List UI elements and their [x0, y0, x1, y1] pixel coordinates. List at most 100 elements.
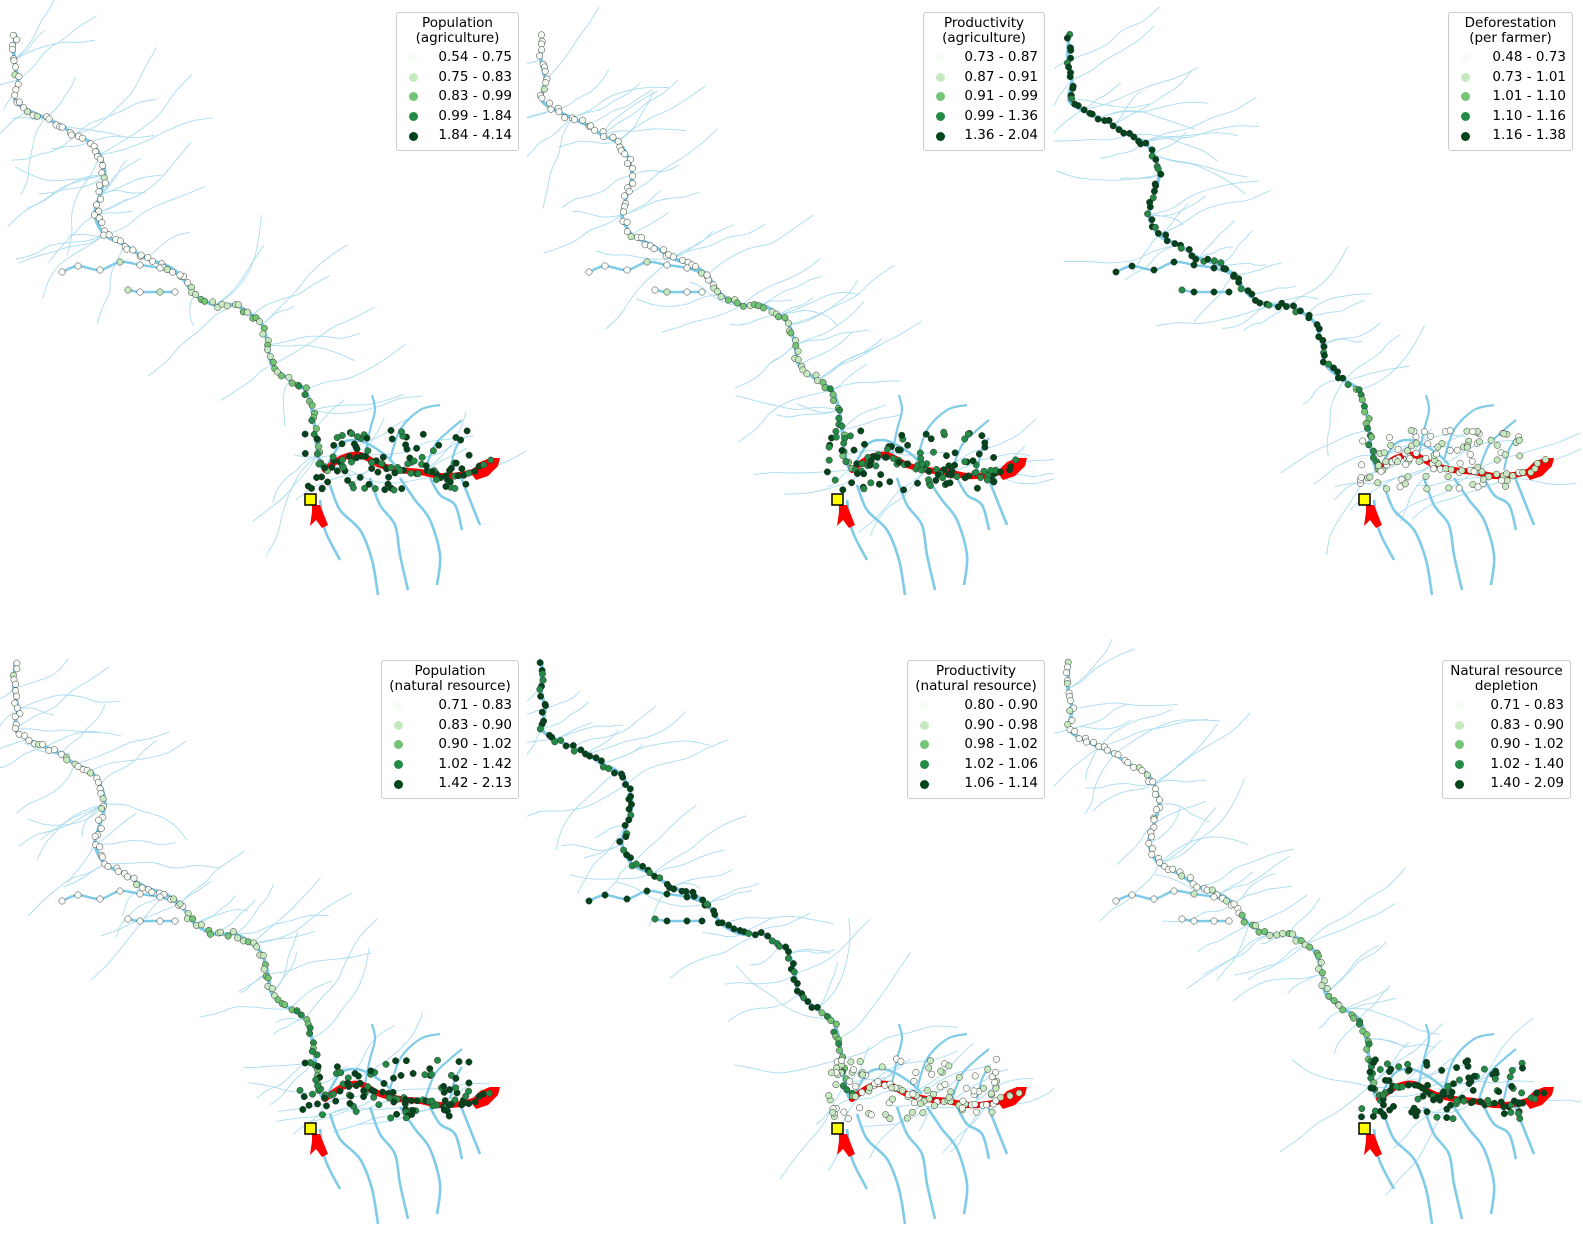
tributary-line — [89, 135, 122, 143]
settlement-point — [1154, 229, 1162, 237]
settlement-point — [487, 456, 495, 464]
settlement-point — [683, 288, 691, 296]
settlement-point — [347, 1092, 355, 1100]
settlement-point — [639, 862, 647, 870]
tributary-line — [1054, 728, 1070, 734]
settlement-point — [23, 108, 31, 116]
settlement-point — [852, 1093, 859, 1100]
tributary-line — [388, 403, 441, 461]
settlement-point — [904, 460, 912, 468]
settlement-point — [1192, 255, 1200, 263]
settlement-point — [1190, 261, 1198, 269]
settlement-point — [1440, 1088, 1447, 1096]
settlement-point — [840, 439, 848, 447]
tributary-line — [1321, 322, 1381, 346]
settlement-point — [1193, 883, 1201, 891]
legend-entry: 1.06 - 1.14 — [914, 774, 1038, 794]
tributary-line — [1113, 719, 1221, 755]
settlement-point — [136, 917, 144, 925]
settlement-point — [91, 832, 99, 840]
tributary-line — [595, 823, 628, 839]
settlement-point — [156, 264, 164, 272]
settlement-point — [296, 1086, 304, 1094]
settlement-point — [11, 713, 19, 721]
legend-title: Natural resource depletion — [1450, 663, 1563, 694]
settlement-point — [897, 1057, 905, 1065]
settlement-point — [380, 1080, 388, 1087]
tributary-line — [605, 257, 673, 330]
tributary-line — [1325, 944, 1380, 995]
settlement-point — [338, 440, 346, 448]
legend-label: 1.02 - 1.06 — [964, 755, 1038, 772]
settlement-point — [1261, 928, 1269, 936]
tributary-line — [869, 1098, 928, 1159]
legend-label: 1.02 - 1.40 — [1490, 755, 1564, 772]
settlement-point — [1306, 943, 1314, 951]
settlement-point — [1225, 288, 1233, 296]
tributary-line — [689, 281, 743, 306]
legend-label: 0.87 - 0.91 — [964, 68, 1038, 85]
settlement-point — [835, 1046, 843, 1054]
map-panel-population-natural-resource: Population (natural resource) 0.71 - 0.83… — [0, 629, 527, 1258]
settlement-point — [323, 1102, 330, 1110]
settlement-point — [894, 446, 902, 454]
settlement-point — [458, 465, 466, 473]
settlement-point — [992, 1068, 1000, 1076]
settlement-point — [823, 468, 831, 476]
settlement-point — [1456, 1076, 1463, 1084]
settlement-point — [312, 1076, 320, 1084]
settlement-point — [1171, 240, 1179, 248]
settlement-point — [10, 57, 18, 65]
settlement-point — [458, 1101, 466, 1108]
settlement-point — [1145, 840, 1153, 847]
tributary-line — [13, 0, 55, 61]
tributary-line — [1334, 464, 1435, 488]
settlement-point — [1265, 301, 1273, 309]
settlement-point — [587, 122, 595, 130]
settlement-point — [703, 271, 711, 279]
legend-swatch-icon — [936, 92, 945, 102]
settlement-point — [1390, 1102, 1397, 1110]
settlement-point — [1376, 1066, 1384, 1073]
tributary-line — [561, 843, 623, 851]
settlement-point — [927, 435, 935, 443]
settlement-point — [1112, 268, 1120, 276]
settlement-point — [1380, 449, 1388, 457]
tributary-line — [1153, 712, 1251, 785]
settlement-point — [465, 1087, 473, 1095]
tributary-line — [0, 708, 19, 727]
legend-label: 1.01 - 1.10 — [1492, 88, 1566, 105]
tributary-line — [1247, 943, 1307, 980]
settlement-point — [368, 465, 376, 472]
settlement-point — [930, 1102, 938, 1110]
tributary-line — [1288, 245, 1349, 306]
settlement-point — [903, 1114, 911, 1122]
settlement-point — [1007, 463, 1015, 471]
settlement-point — [198, 921, 205, 929]
settlement-point — [832, 1020, 840, 1028]
settlement-point — [895, 458, 903, 466]
settlement-point — [229, 928, 237, 936]
settlement-point — [916, 449, 924, 457]
legend-entry: 0.71 - 0.83 — [388, 696, 512, 716]
tributary-line — [721, 915, 835, 925]
tributary-line — [27, 863, 106, 917]
settlement-point — [1480, 475, 1488, 483]
settlement-point — [440, 1106, 448, 1114]
tributary-line — [735, 964, 833, 1020]
settlement-point — [623, 895, 631, 903]
settlement-point — [365, 480, 373, 488]
settlement-point — [314, 1082, 322, 1090]
tributary-line — [955, 1106, 991, 1160]
tributary-line — [251, 275, 331, 316]
tributary-line — [741, 912, 811, 935]
branch-river-line — [1377, 1067, 1450, 1100]
settlement-point — [877, 471, 885, 479]
settlement-point — [561, 114, 569, 122]
settlement-point — [1381, 1076, 1389, 1084]
tributary-line — [1260, 933, 1290, 945]
settlement-point — [116, 258, 124, 266]
tributary-line — [423, 419, 463, 471]
tributary-line — [214, 899, 256, 935]
settlement-point — [1495, 1088, 1503, 1096]
